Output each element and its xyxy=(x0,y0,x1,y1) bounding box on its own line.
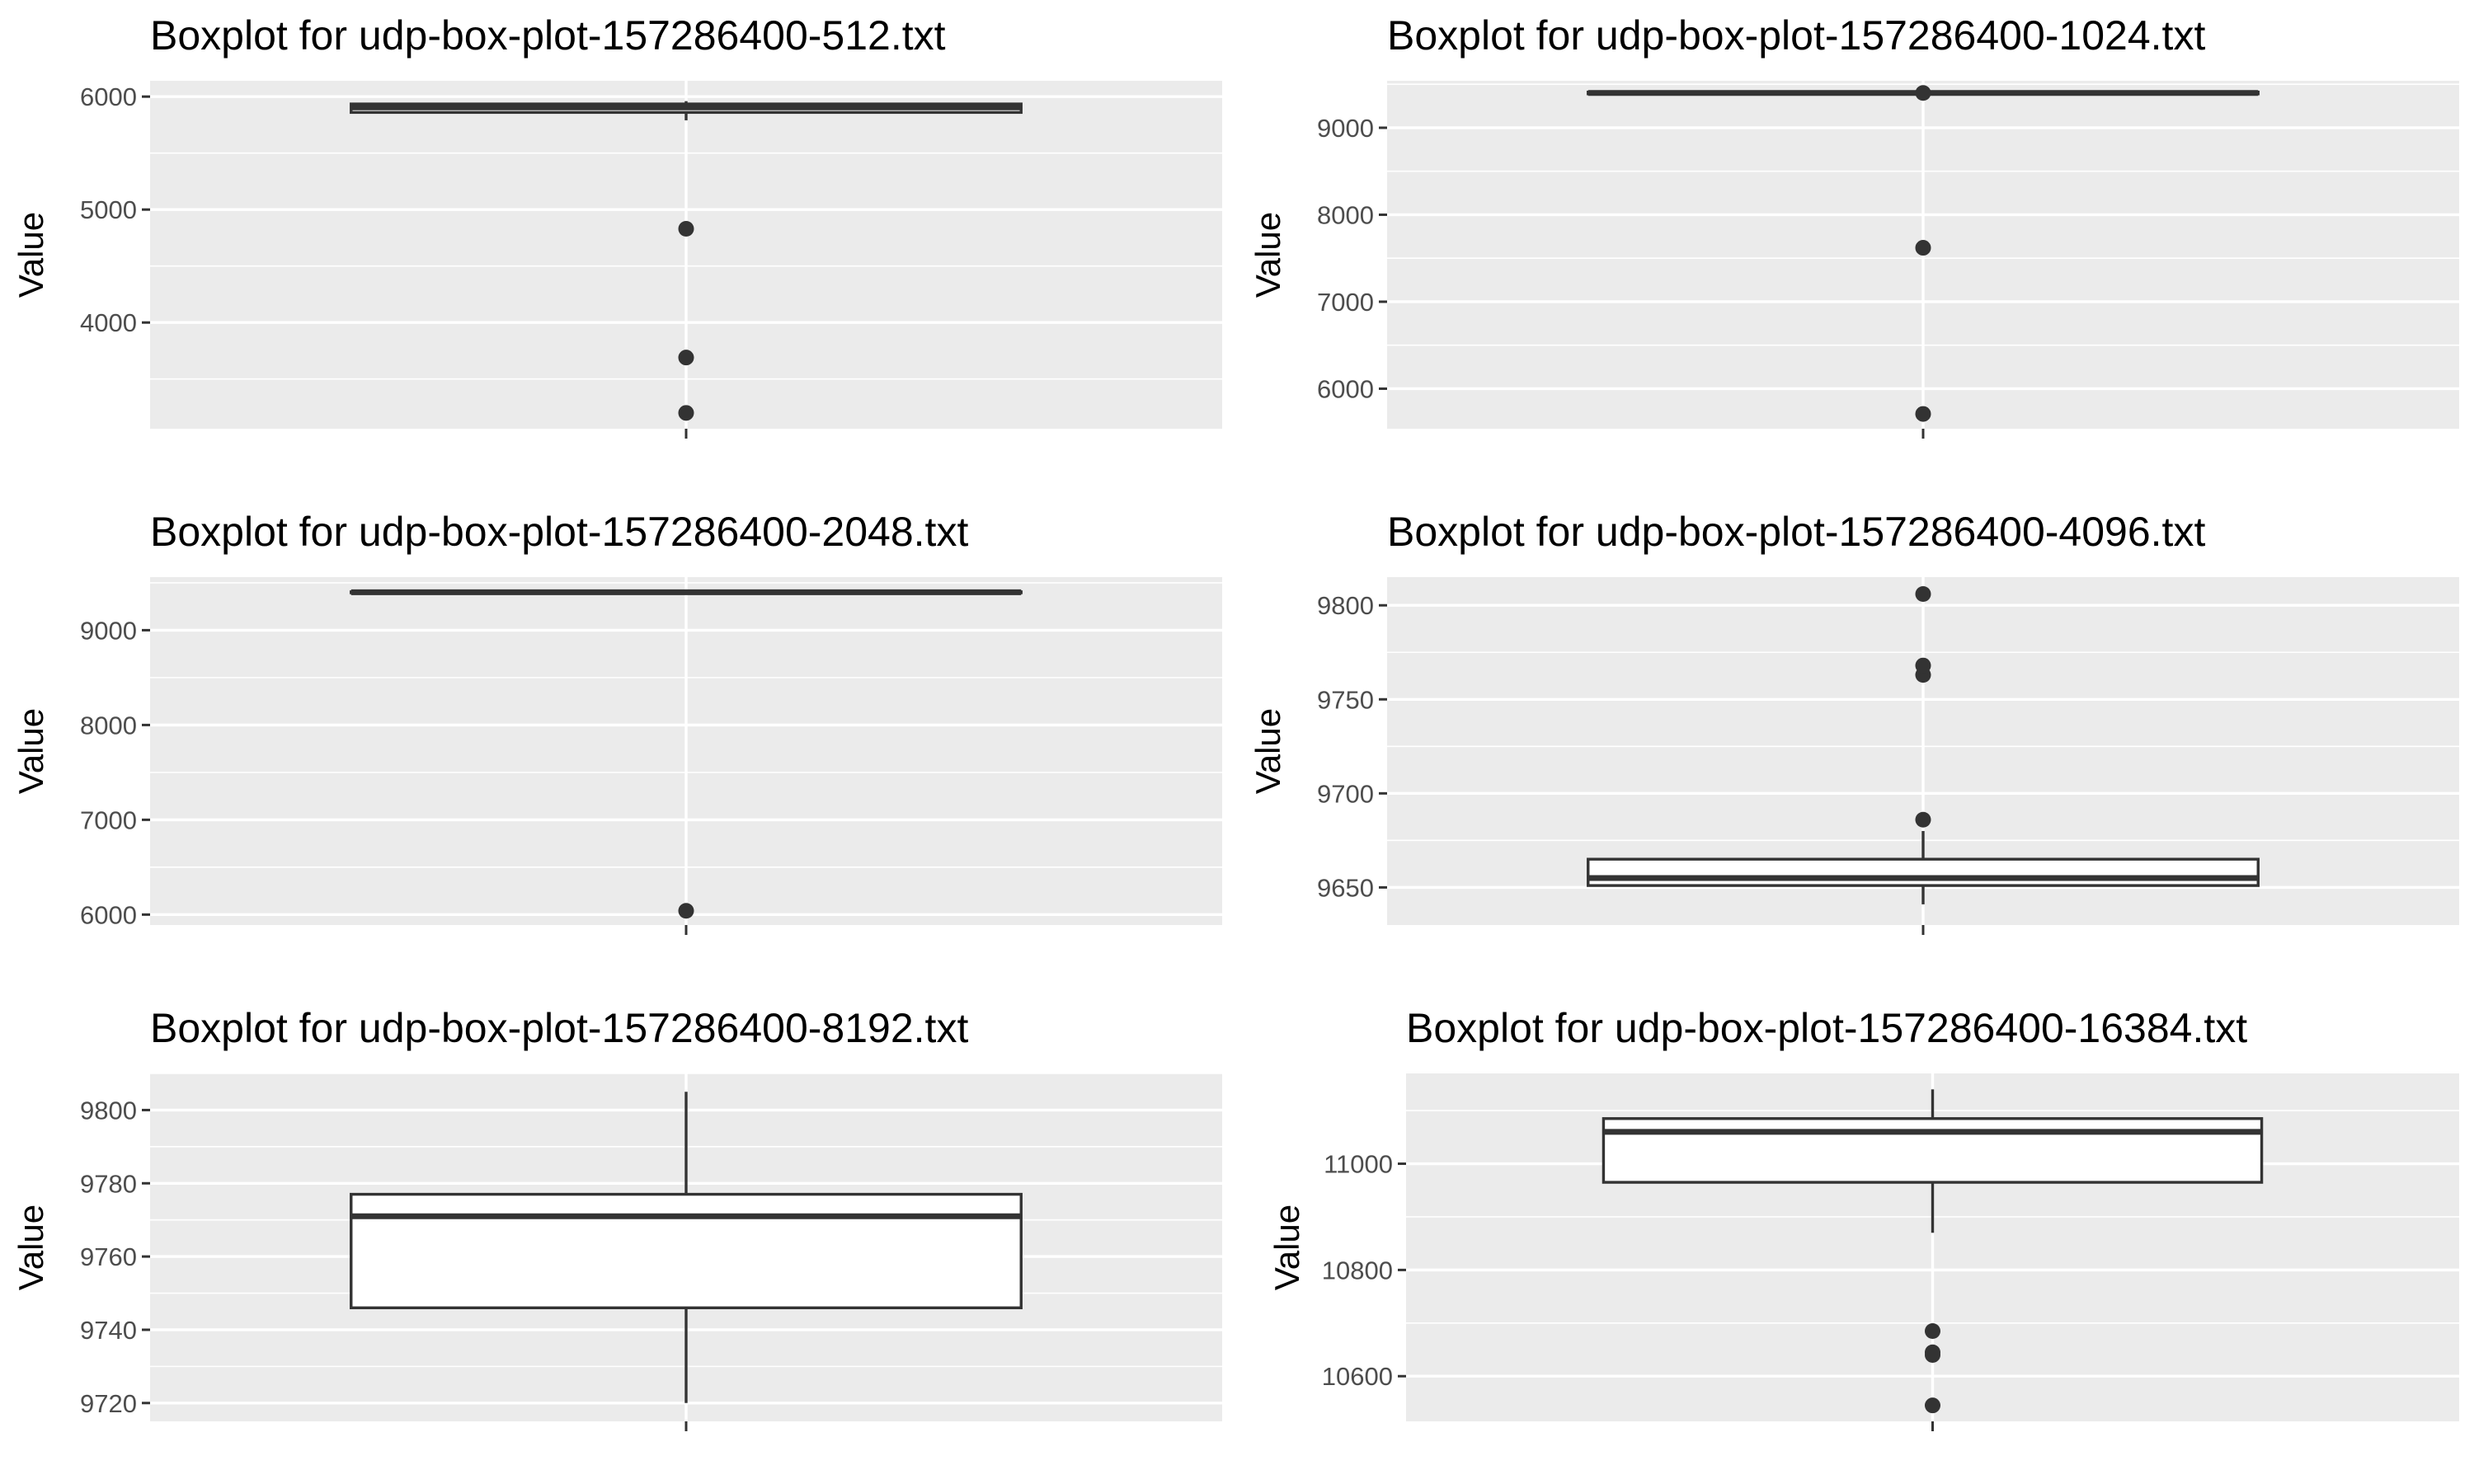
chart-title: Boxplot for udp-box-plot-157286400-1024.… xyxy=(1387,12,2205,59)
y-tick-label: 9780 xyxy=(80,1169,137,1198)
outlier-point xyxy=(1925,1346,1940,1363)
y-tick-label: 10800 xyxy=(1322,1256,1393,1284)
box-iqr xyxy=(350,1192,1023,1309)
outlier-point xyxy=(678,350,694,366)
chart-title: Boxplot for udp-box-plot-157286400-4096.… xyxy=(1387,509,2205,555)
y-tick-label: 9800 xyxy=(80,1096,137,1125)
outlier-point xyxy=(678,405,694,421)
y-tick-label: 9760 xyxy=(80,1242,137,1271)
outlier-point xyxy=(1925,1397,1940,1414)
y-axis-label: Value xyxy=(1268,1205,1306,1290)
outlier-point xyxy=(1915,406,1931,422)
chart-panel-5: Boxplot for udp-box-plot-157286400-8192.… xyxy=(12,1005,1222,1431)
chart-panel-1: Boxplot for udp-box-plot-157286400-512.t… xyxy=(12,12,1222,439)
y-tick-label: 9000 xyxy=(80,616,137,645)
y-tick-label: 11000 xyxy=(1324,1150,1393,1179)
y-tick-label: 9000 xyxy=(1317,114,1374,143)
chart-title: Boxplot for udp-box-plot-157286400-2048.… xyxy=(150,509,968,555)
y-tick-label: 9720 xyxy=(80,1389,137,1418)
chart-panel-2: Boxplot for udp-box-plot-157286400-1024.… xyxy=(1249,12,2459,439)
y-axis-label: Value xyxy=(12,708,50,794)
y-tick-label: 8000 xyxy=(80,711,137,740)
y-tick-label: 6000 xyxy=(80,82,137,111)
y-axis-label: Value xyxy=(12,212,50,298)
outlier-point xyxy=(1915,657,1931,674)
chart-panel-4: Boxplot for udp-box-plot-157286400-4096.… xyxy=(1249,509,2459,935)
outlier-point xyxy=(1915,811,1931,828)
chart-title: Boxplot for udp-box-plot-157286400-512.t… xyxy=(150,12,946,59)
box-iqr xyxy=(1587,857,2260,887)
y-tick-label: 9650 xyxy=(1317,873,1374,902)
outlier-point xyxy=(1915,240,1931,256)
y-tick-label: 9750 xyxy=(1317,685,1374,714)
y-axis-label: Value xyxy=(12,1205,50,1290)
y-tick-label: 9700 xyxy=(1317,779,1374,808)
y-tick-label: 7000 xyxy=(1317,288,1374,317)
outlier-point xyxy=(1925,1322,1940,1339)
y-tick-label: 5000 xyxy=(80,195,137,224)
y-tick-label: 9740 xyxy=(80,1316,137,1345)
outlier-point xyxy=(678,903,694,919)
y-tick-label: 4000 xyxy=(80,308,137,337)
y-tick-label: 8000 xyxy=(1317,200,1374,229)
box-iqr xyxy=(1602,1117,2264,1184)
chart-title: Boxplot for udp-box-plot-157286400-8192.… xyxy=(150,1005,968,1051)
y-axis-label: Value xyxy=(1249,212,1287,298)
y-axis-label: Value xyxy=(1249,708,1287,794)
outlier-point xyxy=(1915,586,1931,603)
y-tick-label: 6000 xyxy=(80,900,137,929)
chart-title: Boxplot for udp-box-plot-157286400-16384… xyxy=(1406,1005,2247,1051)
y-tick-label: 9800 xyxy=(1317,591,1374,620)
y-tick-label: 10600 xyxy=(1322,1362,1393,1391)
chart-panel-6: Boxplot for udp-box-plot-157286400-16384… xyxy=(1268,1005,2459,1431)
outlier-point xyxy=(1915,85,1931,101)
y-tick-label: 6000 xyxy=(1317,374,1374,403)
chart-panel-3: Boxplot for udp-box-plot-157286400-2048.… xyxy=(12,509,1222,935)
outlier-point xyxy=(678,220,694,237)
y-tick-label: 7000 xyxy=(80,805,137,834)
